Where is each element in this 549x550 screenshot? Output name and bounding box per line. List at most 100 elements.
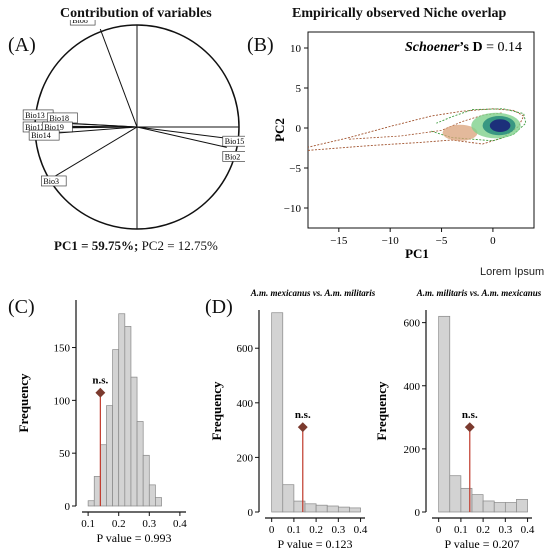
corner-label: Lorem Ipsum xyxy=(480,266,545,278)
observed-label: n.s. xyxy=(462,409,478,421)
histogram-bar xyxy=(155,497,162,507)
observed-label: n.s. xyxy=(92,375,108,387)
x-tick-label: 0.3 xyxy=(498,524,512,536)
histogram-bar xyxy=(100,444,107,507)
x-tick-label: −10 xyxy=(382,235,400,247)
x-tick-label: 0.4 xyxy=(354,524,368,536)
y-tick-label: 5 xyxy=(296,83,302,95)
x-tick-label: 0.2 xyxy=(309,524,323,536)
x-tick-label: 0 xyxy=(436,524,442,536)
x-tick-label: −15 xyxy=(330,235,348,247)
x-tick-label: 0 xyxy=(490,235,496,247)
y-tick-label: 10 xyxy=(290,43,302,55)
panel-c-letter: (C) xyxy=(8,296,35,318)
histogram-bar xyxy=(282,484,295,513)
y-tick-label: 0 xyxy=(248,507,254,519)
histogram-bar xyxy=(271,312,284,513)
loading-vector-bio8 xyxy=(99,28,138,128)
x-tick-label: 0 xyxy=(269,524,275,536)
y-axis-label: PC2 xyxy=(272,118,287,142)
histogram-bar xyxy=(337,506,350,513)
histogram-bar xyxy=(326,505,339,513)
histogram-bar xyxy=(482,500,495,513)
histogram-d1: A.m. mexicanus vs. A.m. militaris n.s. 0 0.… xyxy=(209,288,375,550)
histogram-bar xyxy=(136,421,144,507)
variable-label-bio3: Bio3 xyxy=(43,177,59,186)
observed-diamond xyxy=(464,422,475,433)
y-tick-label: 0 xyxy=(65,501,71,513)
histogram-bar xyxy=(349,507,361,513)
histogram-bar xyxy=(112,349,120,507)
y-tick-label: 150 xyxy=(54,343,71,355)
variable-label-bio13: Bio13 xyxy=(25,111,45,120)
pc-variance-footer: PC1 = 59.75%; PC2 = 12.75% xyxy=(54,238,218,254)
niche-overlap-chart: −15 −10 −5 0 10 5 0 −5 −10 PC1 PC2 Schoener’s D = 0… xyxy=(272,31,535,261)
histogram-bar xyxy=(516,499,528,513)
annotation-value: = 0.14 xyxy=(486,40,522,55)
y-tick-label: 400 xyxy=(237,398,254,410)
annotation-name: Schoener xyxy=(405,40,460,55)
annotation-rest: ’s D xyxy=(459,40,486,55)
y-axis-label: Frequency xyxy=(16,373,31,432)
p-value-label: P value = 0.207 xyxy=(445,537,520,550)
histogram-c: n.s. 0.1 0.2 0.3 0.4 0 50 100 150 Frequency P valu… xyxy=(16,300,187,545)
variable-label-bio12: Bio12 xyxy=(25,123,45,132)
title-species-a: A.m. militaris xyxy=(416,288,468,298)
x-tick-label: 0.2 xyxy=(476,524,490,536)
histogram-bar xyxy=(130,376,138,507)
label-box-bio14 xyxy=(28,129,60,141)
histogram-bar xyxy=(93,476,101,507)
histogram-bar xyxy=(471,494,484,513)
observed-diamond xyxy=(297,422,308,433)
x-tick-label: 0.2 xyxy=(112,518,126,530)
pc1-variance: PC1 = 59.75%; xyxy=(54,238,139,253)
p-value-label: P value = 0.123 xyxy=(278,537,353,550)
loading-vector-bio15 xyxy=(136,126,227,139)
x-tick-label: 0.3 xyxy=(142,518,156,530)
histogram-bar xyxy=(118,313,126,507)
y-tick-label: 200 xyxy=(404,444,421,456)
title-vs: vs. xyxy=(311,288,325,298)
panel-a-letter: (A) xyxy=(8,34,36,56)
histogram-bar xyxy=(504,502,517,513)
density-orange xyxy=(442,124,478,141)
variable-label-bio2: Bio2 xyxy=(225,152,241,161)
variable-label-bio18: Bio18 xyxy=(49,114,69,123)
variable-label-bio14: Bio14 xyxy=(31,131,51,140)
title-species-b: A.m. militaris xyxy=(323,288,375,298)
y-tick-label: 100 xyxy=(54,395,71,407)
y-axis-label: Frequency xyxy=(209,381,224,440)
histogram-bar xyxy=(493,502,506,513)
x-tick-label: −5 xyxy=(436,235,448,247)
histogram-bar xyxy=(449,475,462,513)
x-tick-label: 0.1 xyxy=(81,518,95,530)
variable-label-bio19: Bio19 xyxy=(44,123,64,132)
histogram-bar xyxy=(142,454,150,507)
title-species-b: A.m. mexicanus xyxy=(480,288,541,298)
histogram-bar xyxy=(315,504,328,513)
panel-b-letter: (B) xyxy=(247,34,274,56)
label-box-bio2 xyxy=(222,151,245,162)
y-axis-label: Frequency xyxy=(374,381,389,440)
panel-d-letter: (D) xyxy=(205,296,233,318)
schoener-d-annotation: Schoener’s D = 0.14 xyxy=(405,40,522,55)
label-box-bio8 xyxy=(69,20,96,26)
density-core xyxy=(489,119,511,132)
y-tick-label: 0 xyxy=(296,123,302,135)
label-box-bio3 xyxy=(41,175,67,187)
y-tick-label: 200 xyxy=(237,452,254,464)
histogram-d2: A.m. militaris vs. A.m. mexicanus n.s. 0 0.… xyxy=(374,288,542,550)
x-tick-label: 0.3 xyxy=(331,524,345,536)
y-tick-label: 400 xyxy=(404,381,421,393)
y-tick-label: −5 xyxy=(289,163,301,175)
title-species-a: A.m. mexicanus xyxy=(250,288,311,298)
loading-vector-bio3 xyxy=(55,126,138,177)
histogram-title: A.m. militaris vs. A.m. mexicanus xyxy=(416,288,542,298)
label-box-bio15 xyxy=(222,135,245,147)
pca-title: Contribution of variables xyxy=(60,6,212,21)
y-tick-label: 0 xyxy=(415,507,421,519)
y-tick-label: −10 xyxy=(284,203,302,215)
histogram-bar xyxy=(148,484,156,507)
loading-vector-bio2 xyxy=(136,126,227,148)
y-tick-label: 600 xyxy=(237,343,254,355)
